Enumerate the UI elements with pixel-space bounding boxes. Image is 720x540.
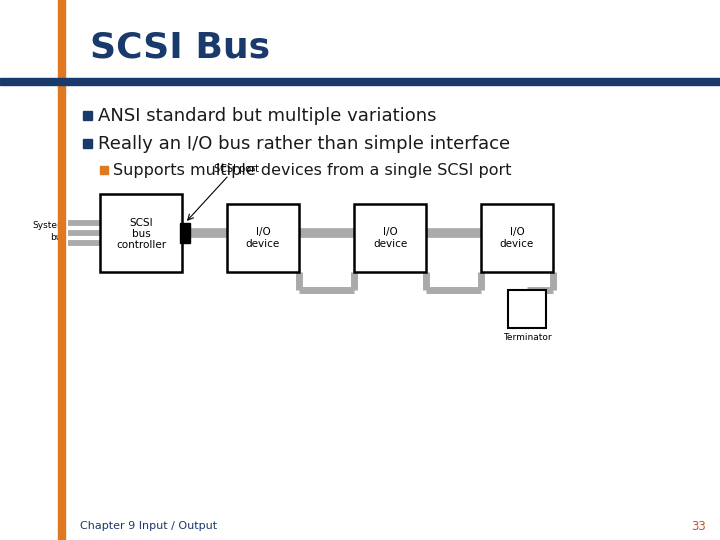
Bar [180, 223, 190, 243]
Bar [0, 78, 720, 85]
Bar [100, 166, 108, 174]
Text: Chapter 9 Input / Output: Chapter 9 Input / Output [80, 521, 217, 531]
Bar [83, 139, 92, 148]
Text: I/O: I/O [382, 227, 397, 237]
Bar [58, 0, 65, 540]
Text: bus: bus [50, 233, 66, 242]
Text: ANSI standard but multiple variations: ANSI standard but multiple variations [98, 107, 436, 125]
Text: Terminator: Terminator [503, 333, 552, 342]
Text: device: device [500, 239, 534, 249]
Bar [227, 204, 299, 272]
Text: bus: bus [132, 229, 150, 239]
Text: device: device [373, 239, 407, 249]
Text: I/O: I/O [256, 227, 271, 237]
Bar [354, 204, 426, 272]
Text: SCSI Bus: SCSI Bus [90, 31, 270, 65]
Text: Really an I/O bus rather than simple interface: Really an I/O bus rather than simple int… [98, 135, 510, 153]
Bar [508, 290, 546, 328]
Text: Supports multiple devices from a single SCSI port: Supports multiple devices from a single … [113, 163, 511, 178]
Text: SCSI port: SCSI port [215, 164, 259, 174]
Text: controller: controller [116, 240, 166, 250]
Bar [481, 204, 553, 272]
Text: System: System [32, 220, 66, 230]
Text: SCSI: SCSI [129, 218, 153, 228]
Bar [100, 194, 182, 272]
Text: I/O: I/O [510, 227, 524, 237]
Text: 33: 33 [691, 519, 706, 532]
Bar [83, 111, 92, 120]
Text: device: device [246, 239, 280, 249]
